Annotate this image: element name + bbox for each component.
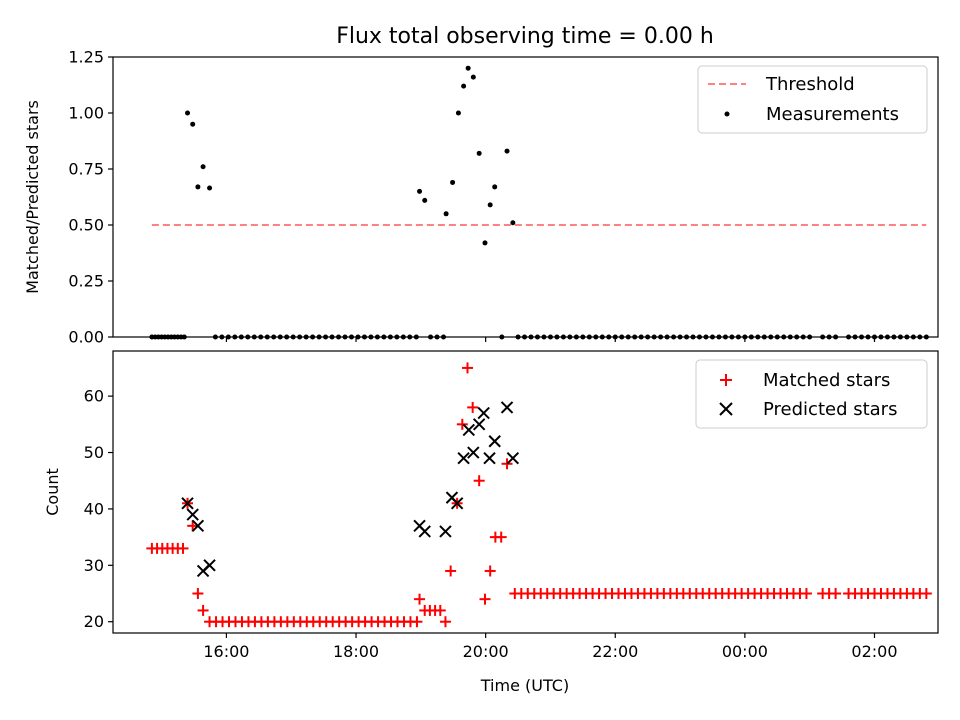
- measurements-point: [190, 121, 196, 127]
- x-tick-label: 00:00: [722, 642, 768, 661]
- matched-stars-point: [187, 520, 199, 532]
- matched-stars-point: [461, 362, 473, 374]
- x-tick-label: 16:00: [203, 642, 249, 661]
- count-y-tick-label: 40: [84, 499, 104, 518]
- predicted-stars-point: [500, 401, 514, 414]
- matched-stars-point: [197, 604, 209, 616]
- ratio-plot-frame: [112, 56, 939, 338]
- predicted-stars-point: [488, 435, 501, 448]
- matched-stars-point: [501, 458, 513, 470]
- ratio-y-tick-label: 0.50: [68, 216, 104, 235]
- count-y-tick-label: 50: [84, 443, 104, 462]
- count-y-tick-label: 60: [84, 387, 104, 406]
- measurements-point: [487, 202, 493, 208]
- x-tick-label: 02:00: [851, 642, 897, 661]
- ratio-y-tick-label: 0.25: [68, 272, 104, 291]
- measurements-point: [417, 188, 423, 194]
- count-y-tick-label: 30: [84, 556, 104, 575]
- matched-stars-point: [434, 604, 446, 616]
- measurements-point: [455, 110, 461, 116]
- ratio-legend-box: [697, 65, 928, 134]
- matched-stars-point: [479, 593, 491, 605]
- ratio-y-tick-label: 0.75: [68, 160, 104, 179]
- matched-stars-point: [177, 542, 189, 554]
- count-legend-box: [695, 359, 928, 429]
- measurements-point: [200, 164, 206, 170]
- predicted-legend-swatch: [719, 402, 733, 416]
- ratio-y-tick-label: 1.25: [68, 48, 104, 67]
- predicted-stars-point: [506, 451, 520, 465]
- measurements-point: [450, 179, 456, 185]
- count-y-axis-label: Count: [43, 468, 62, 516]
- matched-stars-point: [473, 475, 485, 487]
- predicted-stars-point: [418, 525, 431, 538]
- predicted-stars-point: [186, 508, 199, 521]
- count-panel: 20 30 40 50 60 16:00 18:00 20:00 22:00 00:00 02:00…: [43, 350, 939, 661]
- threshold-legend-label: Threshold: [765, 74, 855, 95]
- matched-stars-point: [192, 588, 204, 600]
- matched-stars-point: [830, 588, 842, 600]
- ratio-y-axis-label: Matched/Predicted stars: [23, 100, 42, 294]
- measurements-point: [195, 184, 201, 190]
- measurements-point: [510, 220, 516, 226]
- ratio-panel: 0.00 0.25 0.50 0.75 1.00 1.25 Matched/Predict…: [23, 48, 939, 347]
- ratio-y-tick-label: 0.00: [68, 328, 104, 347]
- x-tick-label: 18:00: [333, 642, 379, 661]
- predicted-legend-label: Predicted stars: [763, 399, 897, 420]
- matched-stars-point: [484, 565, 496, 577]
- matched-stars-point: [439, 616, 451, 628]
- x-axis-label: Time (UTC): [480, 676, 569, 695]
- predicted-stars-point: [472, 418, 486, 431]
- count-plot-frame: [112, 350, 939, 634]
- measurements-point: [492, 184, 498, 190]
- predicted-stars-point: [467, 446, 480, 459]
- predicted-stars-point: [450, 497, 464, 510]
- measurements-point: [461, 83, 467, 89]
- count-y-tick-label: 20: [84, 612, 104, 631]
- measurements-legend-swatch: [724, 111, 730, 117]
- measurements-point: [482, 240, 488, 246]
- measurements-point: [207, 185, 213, 191]
- chart-title: Flux total observing time = 0.00 h: [336, 24, 714, 49]
- matched-legend-label: Matched stars: [763, 370, 890, 391]
- predicted-stars-point: [462, 423, 476, 437]
- matched-stars-point: [920, 588, 932, 600]
- predicted-stars-point: [477, 406, 490, 420]
- matched-legend-swatch: [720, 374, 732, 386]
- matched-stars-point: [445, 565, 457, 577]
- measurements-point: [422, 197, 428, 203]
- matched-stars-point: [414, 593, 426, 605]
- matched-stars-point: [495, 531, 507, 543]
- predicted-stars-point: [483, 451, 496, 465]
- ratio-y-tick-label: 1.00: [68, 104, 104, 123]
- measurements-legend-label: Measurements: [766, 104, 899, 125]
- measurements-point: [476, 150, 482, 156]
- predicted-stars-point: [439, 525, 452, 538]
- predicted-stars-point: [191, 519, 205, 533]
- matched-stars-point: [800, 588, 812, 600]
- ratio-legend: Threshold Measurements: [697, 65, 928, 134]
- predicted-stars-point: [203, 559, 216, 572]
- predicted-stars-point: [181, 497, 194, 510]
- count-legend: Matched stars Predicted stars: [695, 359, 928, 429]
- measurements-point: [470, 74, 476, 80]
- x-tick-label: 20:00: [463, 642, 509, 661]
- measurements-point: [443, 211, 449, 217]
- measurements-point: [185, 110, 191, 116]
- matched-stars-point: [467, 401, 479, 413]
- measurements-point: [504, 148, 510, 154]
- measurements-point: [465, 65, 471, 71]
- predicted-stars-point: [457, 451, 470, 465]
- x-tick-label: 22:00: [592, 642, 638, 661]
- matched-stars-point: [411, 616, 423, 628]
- matched-stars-point: [456, 418, 468, 430]
